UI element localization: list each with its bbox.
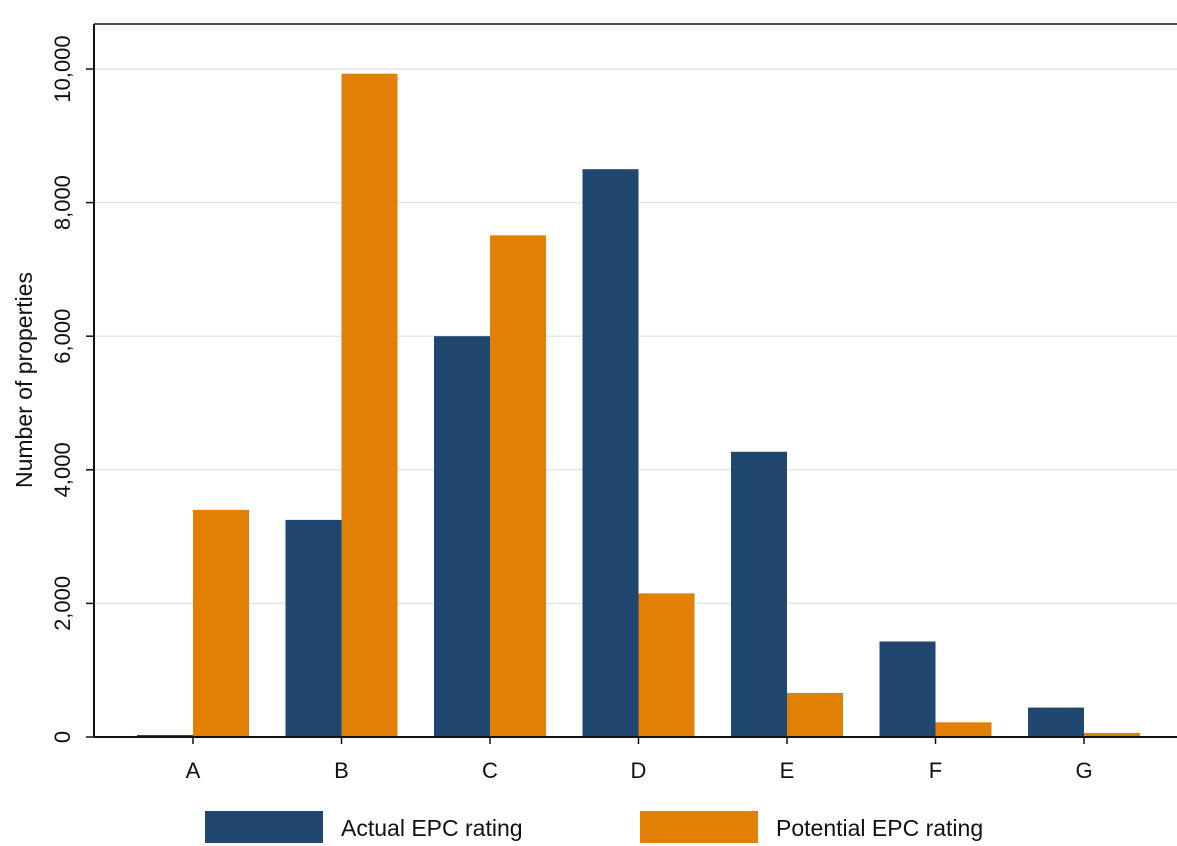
y-tick-labels: 0 2,000 4,000 6,000 8,000 10,000	[50, 35, 94, 743]
legend-swatch-actual	[205, 811, 323, 843]
y-tick-label-1: 2,000	[50, 576, 75, 631]
bar-potential-A	[193, 509, 249, 737]
x-tick-label-B: B	[334, 758, 349, 783]
bar-potential-D	[638, 593, 695, 737]
y-tick-label-5: 10,000	[50, 35, 75, 102]
x-tick-label-C: C	[482, 758, 498, 783]
legend-label-actual: Actual EPC rating	[341, 815, 523, 841]
x-tick-label-A: A	[186, 758, 201, 783]
x-tick-label-E: E	[780, 758, 795, 783]
y-tick-label-4: 8,000	[50, 175, 75, 230]
bar-potential-G	[1084, 732, 1140, 737]
x-tick-label-D: D	[631, 758, 647, 783]
x-tick-labels: A B C D E F G	[186, 737, 1093, 783]
bars	[137, 73, 1140, 737]
legend-label-potential: Potential EPC rating	[776, 815, 983, 841]
legend-swatch-potential	[640, 811, 758, 843]
bar-actual-A	[137, 734, 193, 737]
bar-actual-B	[285, 519, 342, 737]
bar-potential-C	[490, 235, 546, 737]
axes	[93, 23, 1177, 738]
bar-actual-C	[434, 336, 490, 737]
bar-potential-F	[935, 722, 992, 737]
y-tick-label-3: 6,000	[50, 309, 75, 364]
y-tick-label-0: 0	[50, 731, 75, 743]
bar-actual-F	[879, 641, 936, 737]
x-tick-label-F: F	[929, 758, 942, 783]
bar-potential-E	[787, 692, 843, 737]
bar-actual-G	[1028, 707, 1084, 737]
legend: Actual EPC rating Potential EPC rating	[205, 811, 983, 843]
bar-actual-D	[582, 169, 639, 737]
y-axis-title: Number of properties	[11, 272, 37, 488]
y-tick-label-2: 4,000	[50, 442, 75, 497]
bar-potential-B	[341, 73, 398, 737]
bar-actual-E	[731, 451, 787, 737]
x-tick-label-G: G	[1075, 758, 1092, 783]
